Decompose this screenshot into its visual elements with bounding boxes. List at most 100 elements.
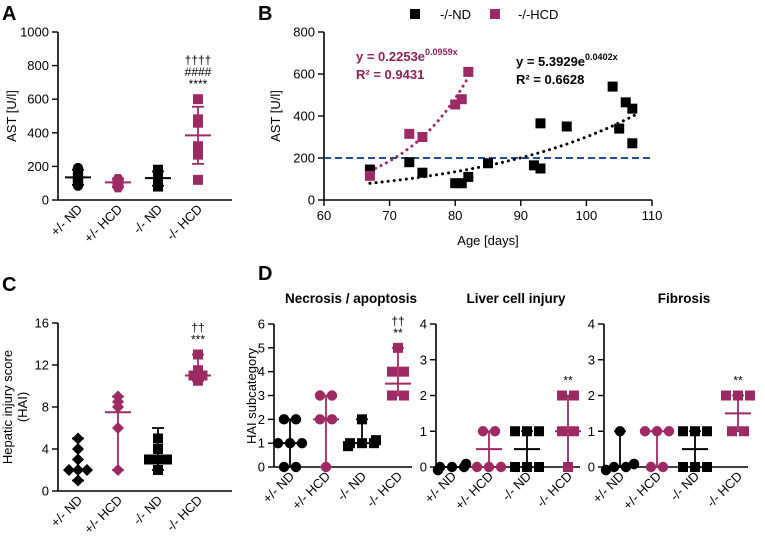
data-point: [510, 462, 520, 472]
data-point: [364, 164, 375, 175]
y-tick-label: 2: [258, 412, 265, 427]
panel-label-d: D: [258, 263, 272, 285]
x-tick-label: -/- HCD: [163, 493, 205, 535]
series-nd: [145, 164, 171, 192]
data-point: [483, 158, 493, 169]
fit-r2-hcd: R² = 0.9431: [356, 67, 424, 82]
error-bar: [682, 430, 708, 468]
y-tick-label: 3: [258, 388, 265, 403]
y-tick-label: 800: [27, 58, 49, 73]
y-tick-label: 3: [420, 352, 427, 367]
series-nd: [144, 427, 172, 475]
panel-c: 0 4 8 12 16 +/- ND+/- HCD -/- ND-/- HCD ***†† C H…: [0, 274, 232, 537]
data-point: [627, 138, 638, 149]
y-tick-label: 1: [258, 436, 265, 451]
data-point: [193, 174, 203, 185]
x-tick-label: +/- HCD: [620, 469, 664, 513]
y-axis-title-unit: (HAI): [15, 392, 30, 422]
y-tick-label: 4: [420, 317, 427, 332]
error-bar: [555, 394, 581, 468]
fit-r2-nd: R² = 0.6628: [516, 72, 584, 87]
x-tick-label: -/- HCD: [163, 202, 205, 244]
x-tick-label: +/- HCD: [452, 469, 496, 513]
data-point: [678, 426, 688, 437]
y-tick-label: 4: [258, 364, 265, 379]
y-tick-label: 4: [42, 442, 49, 457]
x-tick-label: +/- ND: [48, 493, 85, 530]
y-tick-label: 2: [588, 388, 595, 403]
data-point: [702, 462, 712, 472]
x-tick-label: 70: [382, 208, 396, 223]
data-point: [745, 390, 755, 401]
error-bar: [105, 395, 131, 471]
y-tick-label: 0: [588, 460, 595, 475]
y-tick-label: 200: [27, 159, 49, 174]
y-tick-label: 400: [293, 109, 315, 124]
series-nd: [364, 81, 638, 189]
x-tick-label: -/- HCD: [703, 469, 745, 511]
error-bar: [65, 437, 91, 482]
series-hcd: [385, 342, 411, 401]
y-tick-label: 1: [588, 424, 595, 439]
x-tick-label: -/- ND: [499, 469, 534, 504]
x-tick-label: 60: [317, 208, 331, 223]
series-nd: [600, 426, 640, 476]
subplot-title: Fibrosis: [658, 291, 711, 306]
error-bar: [185, 353, 211, 382]
x-tick-label: -/- ND: [667, 469, 702, 504]
significance-marker: **: [563, 374, 573, 388]
series-nd: [510, 426, 544, 472]
error-bar: [514, 430, 540, 468]
fit-equation-nd: y = 5.3929e0.0402x: [516, 52, 618, 69]
error-bar: [145, 427, 171, 471]
data-point: [193, 94, 203, 105]
y-tick-label: 0: [258, 460, 265, 475]
data-point: [153, 164, 163, 175]
y-tick-label: 8: [42, 400, 49, 415]
data-point: [417, 132, 428, 142]
legend-label: -/-ND: [440, 7, 471, 22]
error-bar: [145, 170, 171, 187]
data-point: [534, 426, 544, 437]
y-tick-label: 400: [27, 125, 49, 140]
trend-line: [368, 75, 470, 173]
data-point: [450, 178, 461, 189]
error-bar: [607, 430, 633, 468]
x-axis-title: Age [days]: [457, 233, 518, 248]
significance-marker: ***: [191, 333, 205, 347]
data-point: [528, 160, 539, 171]
y-axis-title: AST [U/l]: [4, 90, 19, 142]
significance-marker: ####: [185, 65, 212, 79]
series-nd: [678, 426, 712, 472]
x-tick-label: 110: [642, 208, 663, 223]
significance-marker: **: [733, 374, 743, 388]
x-tick-label: 90: [514, 208, 528, 223]
error-bar: [313, 394, 339, 468]
panel-label-a: A: [2, 3, 16, 25]
series-hcd: [185, 349, 211, 386]
series-nd: [65, 162, 91, 191]
y-axis-title: Hepatic injury score: [0, 350, 15, 464]
y-tick-label: 600: [27, 92, 49, 107]
data-point: [364, 170, 375, 181]
legend-label: -/-HCD: [518, 7, 558, 22]
error-bar: [185, 105, 211, 165]
data-point: [535, 163, 546, 174]
panel-label-b: B: [258, 3, 272, 25]
series-hcd: [555, 390, 581, 472]
error-bar: [725, 394, 751, 433]
series-nd: [432, 458, 472, 476]
y-tick-label: 3: [588, 352, 595, 367]
significance-marker: ††††: [185, 53, 212, 67]
series-hcd: [185, 94, 211, 185]
significance-marker: ††: [191, 321, 204, 335]
y-tick-label: 200: [293, 151, 315, 166]
y-tick-label: 1: [420, 424, 427, 439]
series-hcd: [364, 66, 474, 181]
y-tick-label: 6: [258, 317, 265, 332]
trend-line: [368, 111, 641, 185]
x-tick-label: +/- HCD: [289, 469, 333, 513]
data-point: [561, 121, 572, 132]
series-hcd: [471, 426, 507, 473]
